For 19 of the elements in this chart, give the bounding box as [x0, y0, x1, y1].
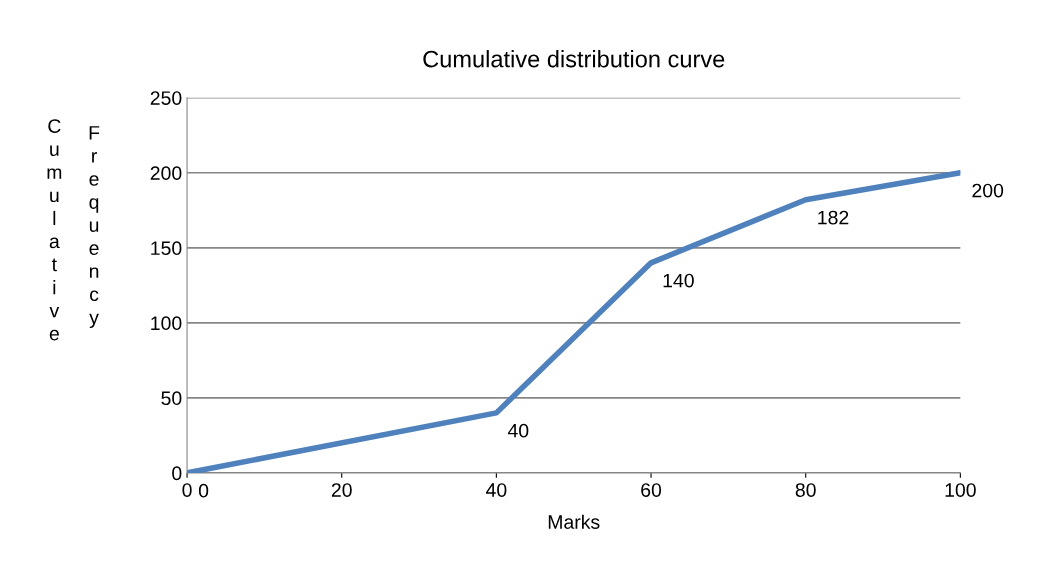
- chart-title: Cumulative distribution curve: [423, 50, 725, 68]
- y-tick-label: 250: [150, 91, 182, 105]
- y-tick-label: 200: [150, 166, 182, 181]
- data-label: 140: [663, 273, 694, 288]
- data-label: 40: [507, 423, 529, 438]
- y-tick-label: 50: [161, 391, 182, 406]
- x-tick-label: 40: [486, 483, 507, 497]
- y-tick-label: 150: [151, 241, 182, 256]
- x-tick-label: 0: [182, 483, 192, 497]
- x-tick-label: 20: [331, 483, 352, 497]
- text: Cumulative Frequency: [47, 119, 100, 341]
- x-tick-label: 60: [641, 483, 662, 497]
- x-tick-label: 100: [945, 483, 976, 497]
- x-tick-label: 80: [795, 483, 816, 497]
- data-label: 182: [818, 210, 849, 225]
- x-axis-title: Marks: [548, 514, 600, 529]
- data-label: 200: [972, 183, 1004, 198]
- y-tick-label: 0: [172, 466, 182, 481]
- y-tick-label: 100: [151, 316, 182, 331]
